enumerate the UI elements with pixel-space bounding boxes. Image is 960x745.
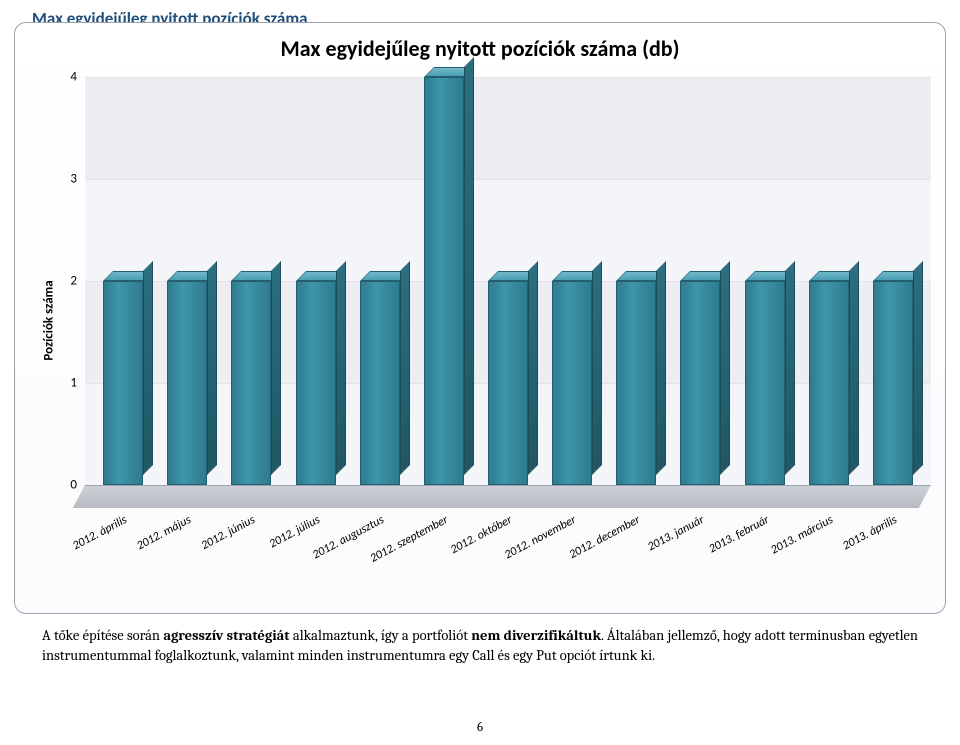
x-tick-label: 2012. november — [502, 513, 578, 562]
bar — [680, 281, 720, 485]
bar — [231, 281, 271, 485]
x-tick-label: 2012. április — [71, 513, 130, 553]
y-tick-label: 2 — [70, 274, 77, 289]
bar-slot: 2012. október — [476, 281, 540, 485]
bar — [873, 281, 913, 485]
bar — [167, 281, 207, 485]
bar — [488, 281, 528, 485]
bar — [296, 281, 336, 485]
x-tick-label: 2012. június — [199, 513, 258, 553]
bar-slot: 2012. szeptember — [412, 77, 476, 485]
y-tick-label: 0 — [70, 478, 77, 493]
bar-slot: 2012. április — [91, 281, 155, 485]
y-tick-label: 4 — [70, 70, 77, 85]
bar — [552, 281, 592, 485]
chart-container: Max egyidejűleg nyitott pozíciók száma (… — [14, 22, 946, 614]
bar — [103, 281, 143, 485]
bar — [745, 281, 785, 485]
bar-slot: 2013. február — [733, 281, 797, 485]
y-tick-label: 1 — [70, 376, 77, 391]
bar — [616, 281, 656, 485]
chart-plot-area: Pozíciók száma 01234 2012. április2012. … — [85, 77, 931, 563]
bar — [360, 281, 400, 485]
bar — [424, 77, 464, 485]
bar-slot: 2012. június — [219, 281, 283, 485]
bar-slot: 2013. március — [797, 281, 861, 485]
bar-slot: 2013. április — [861, 281, 925, 485]
bar-slot: 2012. július — [283, 281, 347, 485]
x-tick-label: 2013. január — [646, 513, 707, 554]
chart-bars: 2012. április2012. május2012. június2012… — [85, 77, 931, 485]
x-tick-label: 2012. december — [567, 513, 643, 562]
page-number: 6 — [0, 720, 960, 735]
x-tick-label: 2013. április — [840, 513, 899, 553]
bar-slot: 2012. december — [604, 281, 668, 485]
chart-title: Max egyidejűleg nyitott pozíciók száma (… — [15, 23, 945, 62]
x-tick-label: 2013. március — [768, 513, 835, 557]
bar-slot: 2013. január — [668, 281, 732, 485]
bar-slot: 2012. május — [155, 281, 219, 485]
x-tick-label: 2013. február — [706, 513, 771, 556]
chart-floor — [73, 485, 931, 508]
bar — [809, 281, 849, 485]
x-tick-label: 2012. május — [135, 513, 194, 553]
bar-slot: 2012. augusztus — [348, 281, 412, 485]
x-tick-label: 2012. július — [267, 513, 323, 551]
y-tick-label: 3 — [70, 172, 77, 187]
paragraph-body: A tőke építése során agresszív stratégiá… — [42, 626, 918, 665]
y-axis-label: Pozíciók száma — [39, 77, 59, 563]
bar-slot: 2012. november — [540, 281, 604, 485]
